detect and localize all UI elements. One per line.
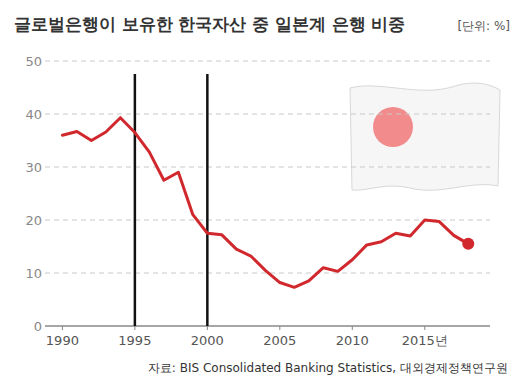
reference-line (134, 74, 137, 326)
x-axis (45, 325, 490, 327)
grid-line (45, 61, 490, 62)
grid-line (45, 114, 490, 115)
x-tick (352, 326, 353, 330)
end-marker (462, 238, 474, 250)
y-tick-label: 50 (25, 54, 42, 69)
reference-line (206, 74, 209, 326)
y-tick-label: 0 (34, 319, 42, 334)
y-tick-label: 30 (25, 160, 42, 175)
plot-area (62, 118, 474, 288)
title: 글로벌은행이 보유한 한국자산 중 일본계 은행 비중 (14, 15, 405, 34)
flag-decoration (350, 83, 500, 190)
grid-line (45, 167, 490, 168)
x-tick-label: 1990 (46, 333, 79, 348)
flag-cloth (350, 83, 500, 190)
x-tick (62, 326, 63, 330)
x-tick-label: 2000 (191, 333, 224, 348)
x-tick-label: 2015년 (402, 333, 448, 348)
x-tick (134, 326, 135, 330)
y-tick-label: 40 (25, 107, 42, 122)
x-tick-label: 2010 (336, 333, 369, 348)
x-tick-label: 1995 (118, 333, 151, 348)
x-tick (207, 326, 208, 330)
chart: 글로벌은행이 보유한 한국자산 중 일본계 은행 비중 [단위: %] 0 10 20 3… (0, 0, 520, 384)
x-tick-label: 2005 (263, 333, 296, 348)
y-tick-label: 10 (25, 266, 42, 281)
flag-circle (373, 107, 413, 147)
x-tick (279, 326, 280, 330)
y-tick-label: 20 (25, 213, 42, 228)
unit-label: [단위: %] (457, 19, 510, 33)
x-tick (424, 326, 425, 330)
source-note: 자료: BIS Consolidated Banking Statistics,… (148, 361, 508, 375)
data-line (62, 118, 468, 288)
